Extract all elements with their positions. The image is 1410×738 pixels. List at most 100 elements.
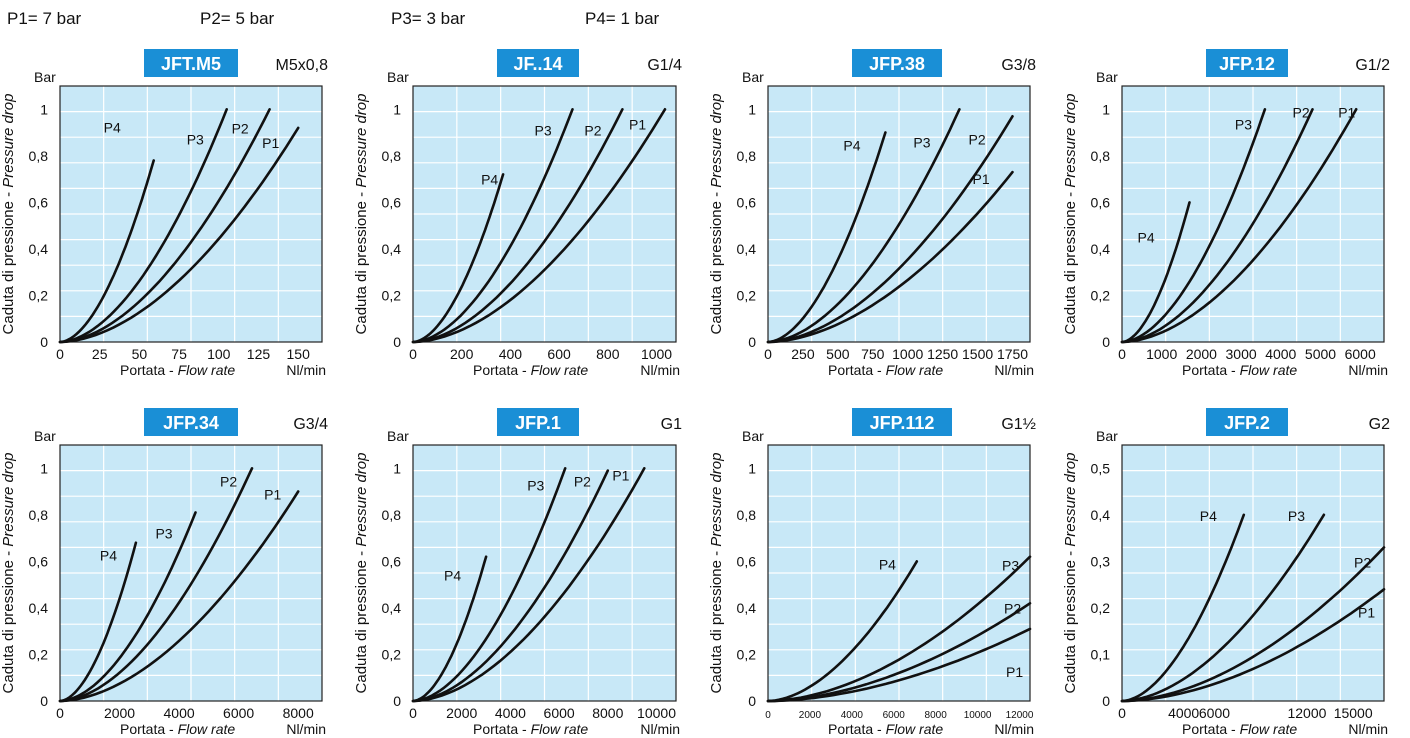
x-tick-label: 200 (450, 346, 474, 362)
series-label-p1: P1 (1358, 604, 1375, 620)
x-unit-label: Nl/min (640, 721, 680, 737)
y-tick-label: 0,8 (29, 507, 49, 523)
plot-frame (412, 85, 677, 343)
series-label-p3: P3 (913, 134, 930, 150)
x-tick-label: 6000 (1345, 346, 1376, 362)
series-label-p4: P4 (481, 171, 498, 187)
x-unit-label: Nl/min (994, 721, 1034, 737)
series-label-p3: P3 (187, 131, 204, 147)
curve-p3 (1120, 513, 1326, 703)
x-axis-label: Portata - Flow rate (1182, 721, 1297, 737)
model-badge-label: JFT.M5 (161, 54, 221, 74)
x-tick-label: 750 (861, 346, 885, 362)
x-tick-label: 12000 (1006, 710, 1034, 721)
model-badge-label: JFP.38 (869, 54, 925, 74)
model-badge (144, 408, 238, 436)
chart-jfp-112: JFP.112 G1½ Bar Caduta di pressione - Press… (708, 408, 1036, 737)
x-tick-label: 12000 (1287, 705, 1326, 721)
x-tick-label: 0 (409, 705, 417, 721)
series-label-p2: P2 (232, 120, 249, 136)
pressure-legend: P1= 7 bar P2= 5 bar P3= 3 bar P4= 1 bar (0, 0, 1410, 40)
y-tick-label: 0 (748, 693, 756, 709)
x-tick-label: 400 (499, 346, 523, 362)
curve-p2 (411, 469, 610, 703)
plot-frame (1121, 444, 1385, 702)
curve-p1 (58, 490, 300, 703)
series-label-p3: P3 (155, 525, 172, 541)
x-tick-label: 1500 (962, 346, 993, 362)
model-badge-label: JF..14 (513, 54, 562, 74)
x-tick-label: 10000 (637, 705, 676, 721)
x-tick-label: 150 (287, 346, 311, 362)
x-unit-label: Nl/min (1348, 362, 1388, 378)
series-label-p4: P4 (843, 138, 860, 154)
model-badge (1206, 408, 1288, 436)
x-tick-label: 4000 (841, 710, 864, 721)
curve-p3 (766, 555, 1032, 703)
curve-p3 (58, 108, 228, 344)
y-unit-label: Bar (742, 428, 764, 444)
y-tick-label: 0,2 (1091, 287, 1111, 303)
x-tick-label: 0 (1118, 346, 1126, 362)
x-tick-label: 0 (56, 705, 64, 721)
chart-jfp-1: JFP.1 G1 Bar Caduta di pressione - Pressure… (353, 408, 682, 737)
curve-p1 (411, 467, 646, 703)
x-unit-label: Nl/min (994, 362, 1034, 378)
x-axis-label: Portata - Flow rate (120, 721, 235, 737)
x-tick-label: 4000 (164, 705, 195, 721)
x-tick-label: 10000 (964, 710, 992, 721)
series-label-p4: P4 (444, 568, 461, 584)
x-tick-label: 600 (547, 346, 571, 362)
curve-p3 (411, 467, 567, 703)
x-tick-label: 250 (791, 346, 815, 362)
legend-p4: P4= 1 bar (585, 9, 660, 28)
x-axis-label: Portata - Flow rate (828, 362, 943, 378)
chart-jfp-38: JFP.38 G3/8 Bar Caduta di pressione - Press… (708, 49, 1036, 378)
x-tick-label: 0 (765, 710, 771, 721)
curve-p4 (411, 555, 488, 703)
y-axis-label: Caduta di pressione - Pressure drop (353, 94, 370, 335)
y-tick-label: 1 (393, 460, 401, 476)
series-label-p1: P1 (629, 116, 646, 132)
x-unit-label: Nl/min (286, 362, 326, 378)
chart-jf-14: JF..14 G1/4 Bar Caduta di pressione - Press… (353, 49, 682, 378)
curve-p2 (411, 108, 624, 344)
series-label-p2: P2 (1004, 600, 1021, 616)
model-badge (852, 408, 952, 436)
curve-p4 (1120, 201, 1191, 344)
series-label-p1: P1 (1006, 664, 1023, 680)
x-axis-label: Portata - Flow rate (828, 721, 943, 737)
series-label-p1: P1 (973, 171, 990, 187)
series-label-p1: P1 (1338, 104, 1355, 120)
y-tick-label: 0,4 (29, 241, 49, 257)
plot-frame (59, 85, 323, 343)
y-axis-label: Caduta di pressione - Pressure drop (708, 94, 725, 335)
x-tick-label: 50 (132, 346, 148, 362)
model-badge-label: JFP.1 (515, 413, 561, 433)
series-label-p2: P2 (584, 122, 601, 138)
x-tick-label: 1000 (641, 346, 672, 362)
y-tick-label: 1 (40, 460, 48, 476)
x-tick-label: 2000 (799, 710, 822, 721)
y-tick-label: 0 (393, 693, 401, 709)
thread-size: G2 (1369, 416, 1390, 433)
y-tick-label: 0,1 (1091, 646, 1111, 662)
series-label-p2: P2 (220, 473, 237, 489)
plot-frame (59, 444, 323, 702)
y-unit-label: Bar (1096, 428, 1118, 444)
chart-jfp-34: JFP.34 G3/4 Bar Caduta di pressione - Press… (0, 408, 328, 737)
x-tick-label: 6000 (883, 710, 906, 721)
x-tick-label: 2000 (1186, 346, 1217, 362)
x-tick-label: 4000 (1168, 705, 1199, 721)
thread-size: G3/8 (1001, 57, 1036, 74)
x-tick-label: 800 (596, 346, 620, 362)
y-tick-label: 0,2 (737, 287, 757, 303)
y-axis-label: Caduta di pressione - Pressure drop (1062, 94, 1079, 335)
y-tick-label: 0,8 (1091, 148, 1111, 164)
y-tick-label: 0,4 (737, 600, 757, 616)
chart-jfp-2: JFP.2 G2 Bar Caduta di pressione - Pressure… (1062, 408, 1390, 737)
y-tick-label: 1 (748, 460, 756, 476)
curve-p4 (58, 541, 138, 703)
y-tick-label: 0,6 (29, 553, 49, 569)
